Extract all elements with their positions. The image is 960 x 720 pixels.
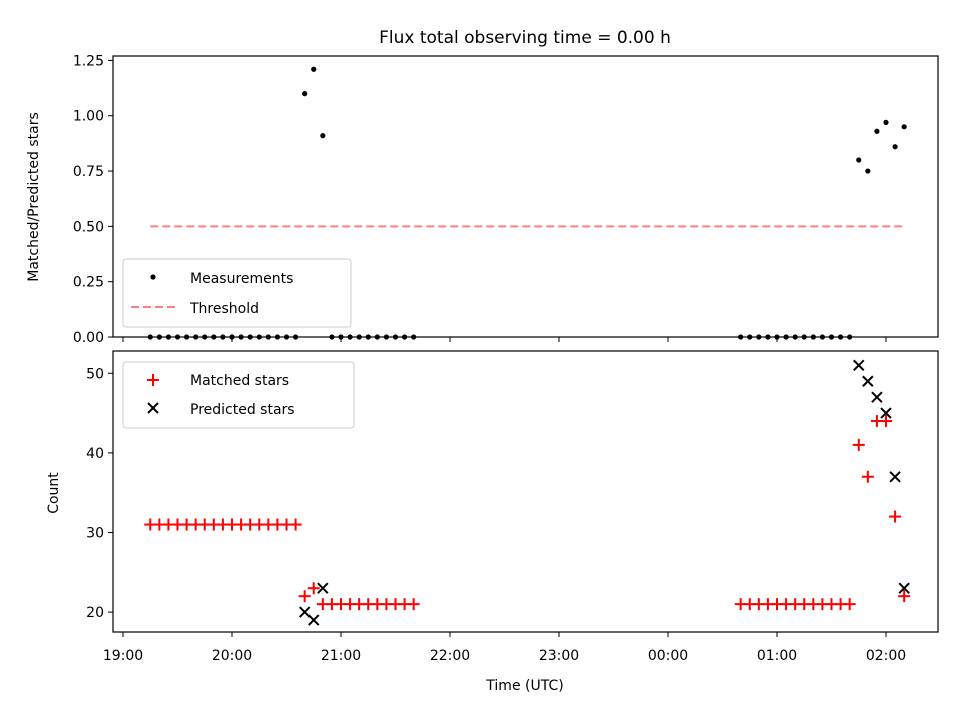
- matched-star-point: [898, 590, 911, 603]
- measurement-point: [901, 124, 907, 130]
- top-y-tick-label: 1.25: [73, 53, 104, 69]
- x-tick-label: 23:00: [539, 648, 579, 664]
- axis-ticks: 0.00 0.25 0.50 0.75 1.00 1.25 20 30 40 50 19:00 20:…: [73, 53, 906, 664]
- bottom-x-axis-label: Time (UTC): [485, 678, 563, 694]
- x-tick-label: 01:00: [757, 648, 797, 664]
- top-chart-title: Flux total observing time = 0.00 h: [379, 28, 671, 48]
- top-legend-box: [122, 258, 352, 328]
- predicted-star-point: [880, 407, 892, 419]
- top-legend: Measurements Threshold: [122, 258, 352, 328]
- matched-star-point: [298, 590, 311, 603]
- bottom-y-tick-label: 50: [86, 366, 104, 382]
- legend-matched-label: Matched stars: [190, 373, 289, 389]
- legend-threshold-label: Threshold: [189, 301, 259, 317]
- top-y-tick-label: 1.00: [73, 109, 104, 125]
- top-y-tick-label: 0.25: [73, 275, 104, 291]
- predicted-star-point: [871, 391, 883, 403]
- top-panel: Flux total observing time = 0.00 h Match…: [26, 28, 939, 340]
- bottom-legend-box: [122, 361, 355, 429]
- measurement-point: [865, 168, 871, 174]
- predicted-star-point: [298, 606, 311, 618]
- matched-star-point: [407, 598, 420, 611]
- top-y-tick-label: 0.50: [73, 219, 104, 235]
- bottom-y-tick-label: 40: [86, 446, 104, 462]
- top-y-axis-label: Matched/Predicted stars: [26, 112, 42, 282]
- measurement-point: [320, 133, 326, 139]
- bottom-y-axis-label: Count: [46, 472, 62, 514]
- matched-star-point: [843, 598, 856, 611]
- matched-star-point: [289, 518, 302, 531]
- matched-star-point: [861, 470, 874, 483]
- legend-predicted-label: Predicted stars: [190, 402, 295, 418]
- x-tick-label: 00:00: [648, 648, 688, 664]
- legend-predicted-marker: [147, 402, 159, 414]
- predicted-star-point: [317, 582, 329, 594]
- predicted-star-point: [889, 471, 901, 483]
- x-tick-label: 19:00: [103, 648, 143, 664]
- x-tick-label: 02:00: [866, 648, 906, 664]
- measurement-point: [892, 144, 898, 150]
- measurement-point: [883, 119, 889, 125]
- measurement-point: [874, 128, 880, 134]
- measurement-point: [311, 66, 317, 72]
- bottom-panel: Count Time (UTC) Matched stars Predicted…: [46, 350, 939, 694]
- matched-star-point: [852, 438, 865, 451]
- x-tick-label: 22:00: [430, 648, 470, 664]
- top-y-tick-label: 0.75: [73, 164, 104, 180]
- predicted-star-point: [853, 359, 865, 372]
- matched-star-point: [307, 582, 320, 595]
- x-tick-label: 20:00: [212, 648, 252, 664]
- bottom-y-tick-label: 30: [86, 525, 104, 541]
- top-y-tick-label: 0.00: [73, 330, 104, 346]
- measurement-point: [302, 91, 308, 97]
- predicted-star-point: [862, 375, 874, 387]
- bottom-plot-area: [144, 359, 911, 626]
- measurement-point: [856, 157, 862, 163]
- legend-measurements-label: Measurements: [190, 271, 293, 287]
- top-axes-frame: [112, 55, 939, 338]
- legend-matched-marker: [147, 374, 159, 386]
- matched-star-point: [880, 415, 892, 428]
- bottom-legend: Matched stars Predicted stars: [122, 361, 355, 429]
- legend-measurements-marker: [150, 274, 156, 280]
- matched-star-point: [889, 510, 902, 523]
- predicted-star-point: [898, 582, 910, 594]
- bottom-y-tick-label: 20: [86, 605, 104, 621]
- bottom-axes-frame: [112, 350, 939, 633]
- predicted-star-point: [308, 614, 320, 626]
- x-tick-label: 21:00: [321, 648, 361, 664]
